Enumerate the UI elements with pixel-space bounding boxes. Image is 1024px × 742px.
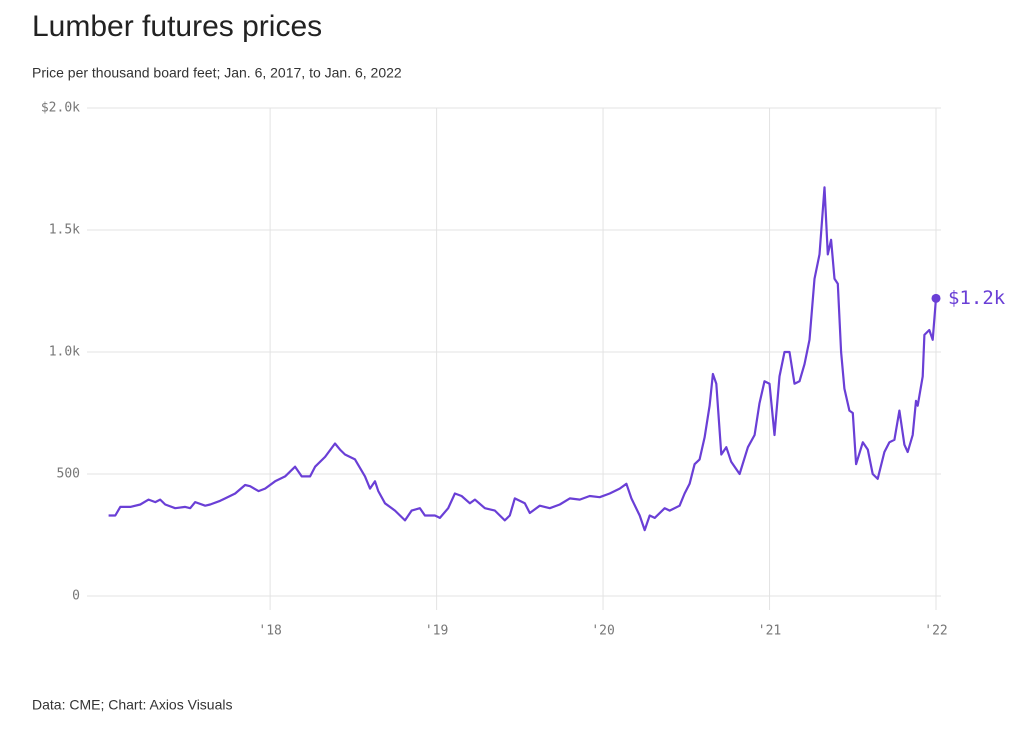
chart-title: Lumber futures prices	[32, 10, 322, 43]
y-tick-label: $2.0k	[41, 101, 80, 116]
source-note: Data: CME; Chart: Axios Visuals	[32, 697, 232, 713]
x-tick-label: '18	[258, 624, 281, 639]
y-tick-label: 1.5k	[49, 223, 80, 238]
end-point	[931, 293, 941, 303]
value-label: $1.2k	[948, 287, 1006, 309]
y-tick-label: 0	[72, 589, 80, 604]
chart-subtitle: Price per thousand board feet; Jan. 6, 2…	[32, 65, 402, 81]
x-tick-label: '22	[924, 624, 947, 639]
x-tick-label: '21	[758, 624, 781, 639]
line-series	[108, 186, 938, 532]
y-tick-label: 500	[57, 467, 80, 482]
x-tick-label: '20	[591, 624, 614, 639]
y-tick-label: 1.0k	[49, 345, 80, 360]
x-tick-label: '19	[425, 624, 448, 639]
